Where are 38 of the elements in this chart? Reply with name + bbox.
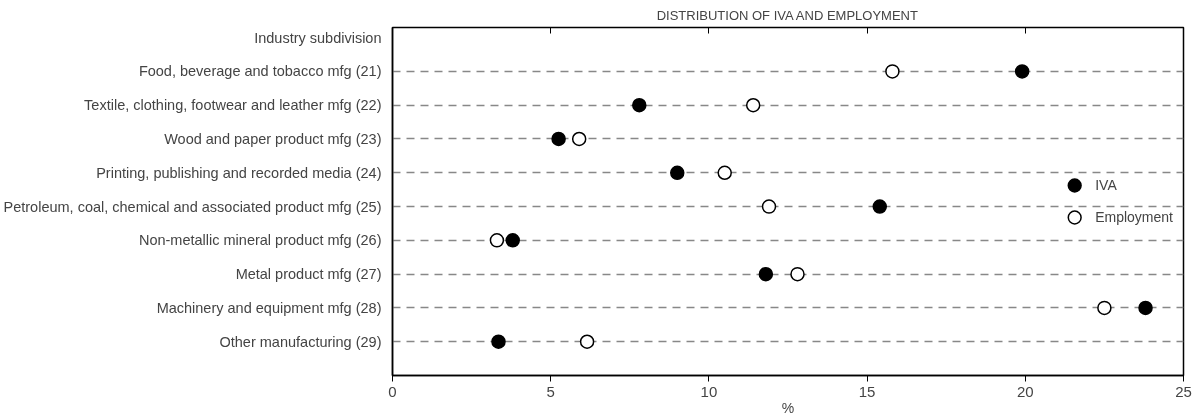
- point: [505, 233, 520, 248]
- point: [1138, 300, 1153, 316]
- point: [1014, 64, 1030, 79]
- x-tick-label: 20: [1016, 382, 1034, 400]
- y-tick-label: Petroleum, coal, chemical and associated product mfg (25): [3, 198, 382, 215]
- point: [491, 334, 506, 349]
- x-tick-label: 25: [1175, 382, 1192, 400]
- chart-title: DISTRIBUTION OF IVA AND EMPLOYMENT: [656, 7, 918, 23]
- legend-label: IVA: [1095, 177, 1117, 193]
- y-tick-label: Metal product mfg (27): [235, 266, 382, 283]
- point: [885, 64, 900, 79]
- point: [579, 334, 595, 349]
- y-tick-label: Other manufacturing (29): [219, 333, 382, 350]
- y-tick-label: Textile, clothing, footwear and leather mfg (22): [84, 97, 382, 114]
- point: [717, 165, 732, 181]
- y-tick-label: Non-metallic mineral product mfg (26): [138, 232, 382, 249]
- y-tick-label: Printing, publishing and recorded media (24): [96, 164, 382, 181]
- y-axis-title: Industry subdivision: [254, 29, 382, 46]
- point: [758, 266, 774, 282]
- y-tick-label: Machinery and equipment mfg (28): [156, 299, 382, 316]
- point: [489, 233, 505, 248]
- y-tick-label: Food, beverage and tobacco mfg (21): [138, 63, 382, 80]
- point: [632, 97, 647, 113]
- x-tick-label: 10: [700, 382, 718, 400]
- point: [872, 199, 888, 214]
- point: [551, 131, 566, 147]
- point: [571, 131, 587, 147]
- legend-label: Employment: [1095, 209, 1173, 225]
- x-axis-title: %: [781, 399, 795, 416]
- x-tick-label: 15: [858, 382, 876, 400]
- y-tick-label: Wood and paper product mfg (23): [164, 131, 382, 147]
- point: [1097, 300, 1112, 316]
- point: [790, 266, 805, 282]
- point: [670, 165, 685, 181]
- x-tick-label: 5: [546, 382, 555, 400]
- x-tick-label: 0: [388, 382, 397, 400]
- point: [745, 97, 761, 113]
- point: [761, 199, 777, 214]
